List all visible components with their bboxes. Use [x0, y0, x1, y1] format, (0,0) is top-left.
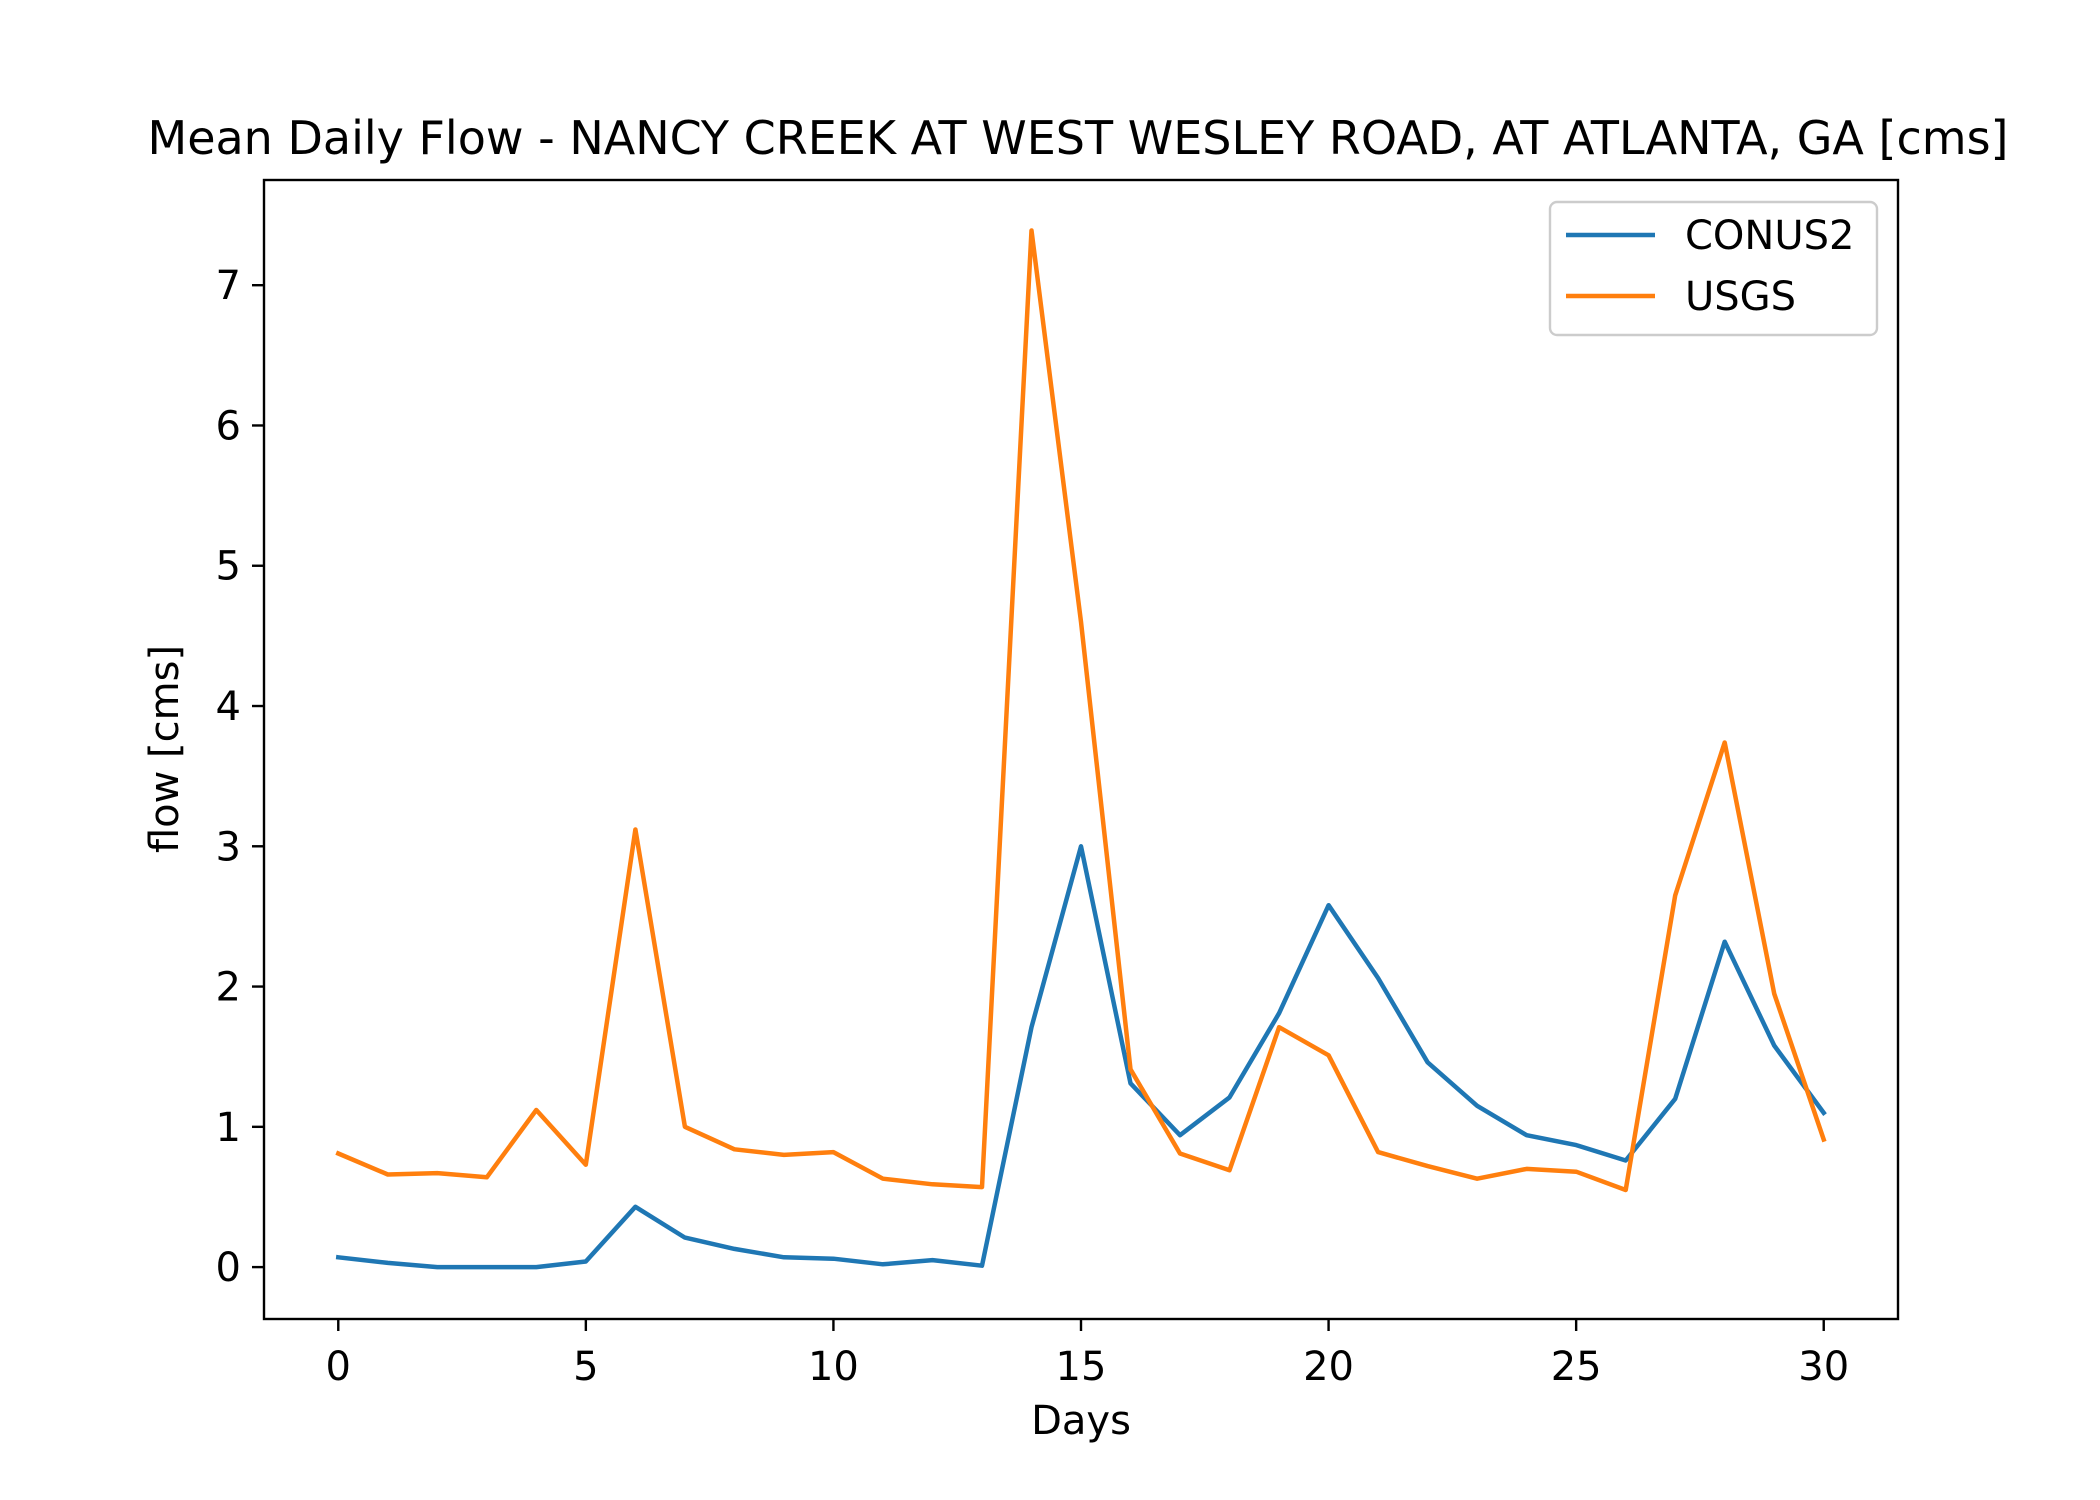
y-tick-label: 4: [216, 684, 241, 730]
x-tick-label: 30: [1798, 1344, 1849, 1390]
legend-label-conus2: CONUS2: [1685, 213, 1854, 259]
y-tick-label: 0: [216, 1245, 241, 1291]
x-tick-label: 5: [573, 1344, 598, 1390]
legend-label-usgs: USGS: [1685, 274, 1796, 320]
x-axis-label: Days: [1031, 1398, 1131, 1444]
y-tick-label: 3: [216, 824, 241, 870]
x-tick-label: 20: [1303, 1344, 1354, 1390]
chart-title: Mean Daily Flow - NANCY CREEK AT WEST WE…: [148, 111, 2009, 165]
legend: CONUS2 USGS: [1548, 200, 1879, 337]
y-axis-label: flow [cms]: [142, 645, 188, 853]
y-tick-label: 7: [216, 263, 241, 309]
x-tick-label: 15: [1056, 1344, 1107, 1390]
y-axis: 0 1 2 3 4 5 6 7: [216, 263, 264, 1291]
x-tick-label: 0: [326, 1344, 351, 1390]
series-line-conus2: [335, 844, 1827, 1270]
y-tick-label: 1: [216, 1105, 241, 1151]
x-tick-label: 10: [808, 1344, 859, 1390]
series-line-usgs: [335, 228, 1827, 1193]
x-axis: 0 5 10 15 20 25 30: [326, 1319, 1849, 1390]
y-tick-label: 6: [216, 403, 241, 449]
series-layer: [335, 228, 1827, 1270]
y-tick-label: 5: [216, 544, 241, 590]
x-tick-label: 25: [1551, 1344, 1602, 1390]
y-tick-label: 2: [216, 965, 241, 1011]
